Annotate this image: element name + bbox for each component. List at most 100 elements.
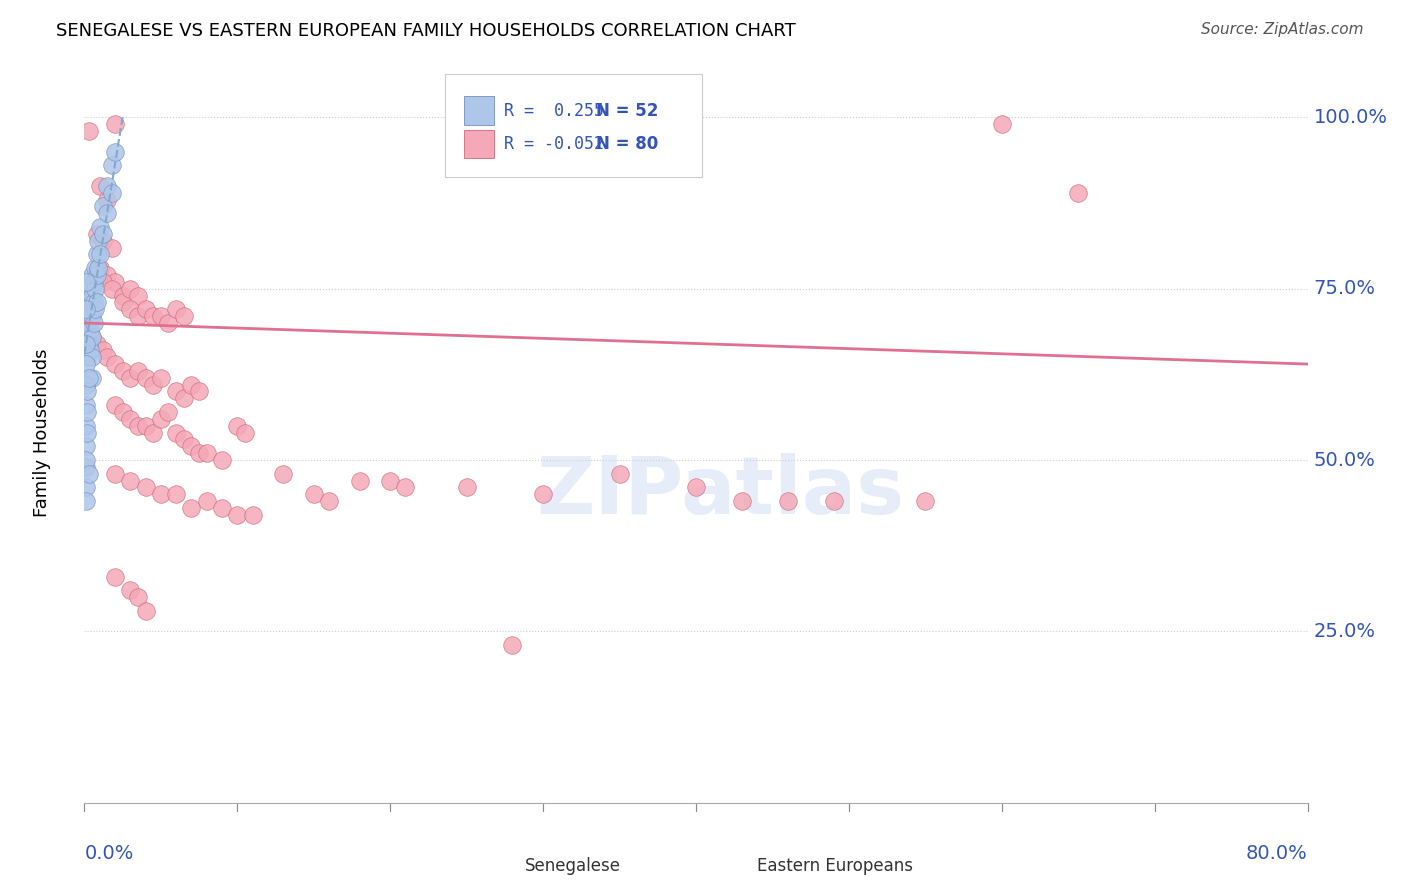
Point (120, 474, 142, 488)
Point (242, 508, 264, 522)
Point (111, 288, 134, 302)
Point (188, 384, 211, 399)
Point (75, 357, 97, 371)
Point (180, 377, 202, 392)
Point (83, 316, 105, 330)
Point (80, 268, 103, 282)
Point (135, 480, 157, 494)
Point (502, 638, 524, 652)
Point (165, 487, 187, 501)
Point (165, 384, 187, 399)
Point (96, 193, 118, 207)
Point (135, 604, 157, 618)
Point (233, 425, 256, 440)
Point (87, 234, 110, 248)
Point (96, 350, 118, 364)
Point (76, 329, 98, 343)
Point (79, 343, 101, 358)
Text: 100.0%: 100.0% (1313, 108, 1388, 127)
Point (776, 494, 799, 508)
Point (173, 309, 195, 323)
Point (79, 295, 101, 310)
Point (271, 467, 294, 481)
Point (75, 336, 97, 351)
Point (89, 219, 111, 234)
Point (157, 405, 180, 419)
Point (84, 282, 107, 296)
Point (101, 282, 124, 296)
Text: 50.0%: 50.0% (1313, 450, 1375, 469)
Text: 75.0%: 75.0% (1313, 279, 1375, 298)
Text: ZIPatlas: ZIPatlas (536, 453, 904, 531)
Point (609, 467, 631, 481)
Point (101, 158, 124, 172)
Point (76, 405, 98, 419)
Point (75, 398, 97, 412)
Point (211, 501, 233, 516)
Point (83, 295, 105, 310)
Point (83, 275, 105, 289)
Bar (464, 96, 494, 125)
Point (127, 590, 149, 604)
Point (380, 474, 402, 488)
Point (531, 487, 554, 501)
Point (91, 199, 114, 213)
Point (77, 336, 100, 351)
Point (165, 302, 187, 317)
Point (180, 439, 202, 453)
Text: N = 80: N = 80 (596, 135, 658, 153)
Point (91, 227, 114, 241)
Point (101, 240, 124, 255)
Text: Source: ZipAtlas.com: Source: ZipAtlas.com (1201, 22, 1364, 37)
Bar (724, 856, 751, 875)
Point (180, 501, 202, 516)
Point (823, 494, 845, 508)
Point (77, 282, 100, 296)
Point (80, 309, 103, 323)
Point (76, 350, 98, 364)
Text: 25.0%: 25.0% (1313, 622, 1375, 641)
Point (104, 467, 127, 481)
Bar (464, 130, 494, 158)
Point (135, 302, 157, 317)
Point (75, 459, 97, 474)
Point (120, 282, 142, 296)
Point (731, 494, 754, 508)
Text: N = 52: N = 52 (596, 102, 658, 120)
Point (149, 309, 172, 323)
Point (149, 487, 172, 501)
Point (127, 418, 149, 433)
Bar (492, 856, 519, 875)
Point (80, 371, 103, 385)
Point (135, 371, 157, 385)
Point (349, 474, 371, 488)
Point (89, 178, 111, 193)
Point (84, 302, 107, 317)
Point (75, 275, 97, 289)
Text: R = -0.052: R = -0.052 (503, 135, 605, 153)
Point (149, 371, 172, 385)
Point (91, 234, 114, 248)
Point (1067, 186, 1090, 200)
Point (991, 117, 1014, 131)
Point (75, 453, 97, 467)
Point (75, 439, 97, 453)
FancyBboxPatch shape (446, 73, 702, 178)
Point (77, 124, 100, 138)
Point (226, 508, 249, 522)
Point (76, 302, 98, 317)
Text: 0.0%: 0.0% (84, 844, 134, 863)
Point (91, 275, 114, 289)
Point (173, 392, 195, 406)
Point (142, 377, 165, 392)
Point (914, 494, 936, 508)
Point (173, 433, 195, 447)
Point (142, 309, 165, 323)
Point (80, 350, 103, 364)
Point (101, 186, 124, 200)
Point (104, 275, 127, 289)
Point (76, 425, 98, 440)
Point (195, 446, 218, 460)
Point (211, 453, 233, 467)
Text: 80.0%: 80.0% (1246, 844, 1308, 863)
